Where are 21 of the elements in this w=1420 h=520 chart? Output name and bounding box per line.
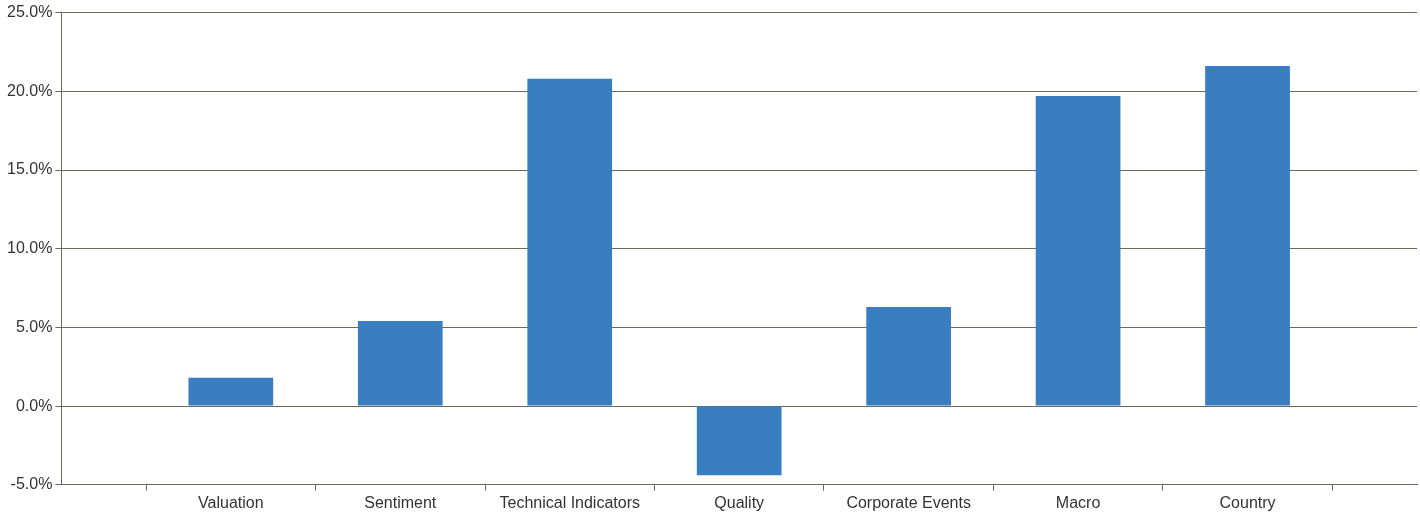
x-tick-label: Macro xyxy=(1055,493,1101,511)
bar xyxy=(1035,96,1121,406)
x-tick-label: Corporate Events xyxy=(846,493,971,511)
x-tick-label: Valuation xyxy=(198,493,264,511)
y-tick-label: 15.0% xyxy=(6,160,53,178)
x-tick-label: Technical Indicators xyxy=(499,493,640,511)
bar xyxy=(696,406,782,476)
x-tick-label: Sentiment xyxy=(364,493,437,511)
bar xyxy=(357,321,443,406)
x-tick-label: Quality xyxy=(714,493,765,511)
y-tick-label: 20.0% xyxy=(6,81,53,99)
y-tick-label: 10.0% xyxy=(6,239,53,257)
y-tick-label: 5.0% xyxy=(15,317,53,335)
bar xyxy=(188,377,274,406)
bar xyxy=(866,306,951,406)
y-tick-label: -5.0% xyxy=(10,475,53,493)
y-tick-label: 25.0% xyxy=(6,3,53,21)
y-tick-label: 0.0% xyxy=(15,396,53,414)
x-tick-label: Country xyxy=(1219,493,1276,511)
bar xyxy=(1205,66,1290,406)
bar xyxy=(527,78,613,406)
